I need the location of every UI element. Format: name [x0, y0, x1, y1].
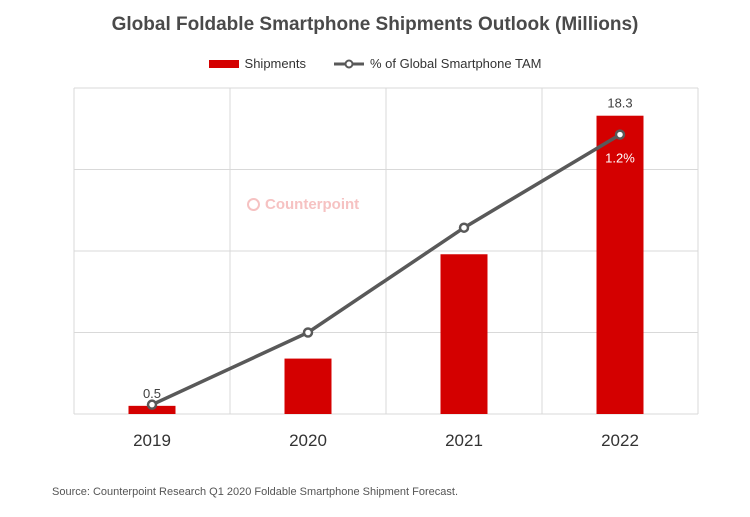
legend-swatch-tam	[333, 59, 364, 68]
tam-point-2020	[302, 327, 314, 338]
bar-label-2022: 18.3	[607, 96, 632, 111]
x-tick-label-2021: 2021	[445, 431, 483, 450]
legend: Shipments % of Global Smartphone TAM	[0, 56, 750, 71]
bar-2020	[284, 358, 332, 414]
legend-swatch-shipments	[208, 59, 239, 68]
tam-point-2022	[614, 129, 626, 140]
x-tick-label-2019: 2019	[133, 431, 171, 450]
legend-item-tam: % of Global Smartphone TAM	[333, 56, 542, 71]
legend-item-shipments: Shipments	[208, 56, 306, 71]
x-tick-label-2022: 2022	[601, 431, 639, 450]
tam-line	[151, 133, 621, 407]
tam-label-2022: 1.2%	[605, 151, 635, 166]
chart-title: Global Foldable Smartphone Shipments Out…	[111, 14, 639, 35]
tam-point-2021	[458, 222, 470, 233]
tam-point-2019	[146, 399, 158, 410]
source-note: Source: Counterpoint Research Q1 2020 Fo…	[52, 486, 459, 498]
legend-label-tam: % of Global Smartphone TAM	[369, 56, 542, 71]
bar-2021	[440, 254, 488, 414]
bar-2022	[596, 115, 644, 415]
legend-label-shipments: Shipments	[244, 56, 306, 71]
watermark-text: Counterpoint	[265, 196, 360, 213]
counterpoint-logo-icon	[247, 198, 260, 211]
watermark: Counterpoint	[247, 196, 359, 213]
bar-label-2019: 0.5	[143, 386, 161, 401]
x-tick-label-2020: 2020	[289, 431, 327, 450]
